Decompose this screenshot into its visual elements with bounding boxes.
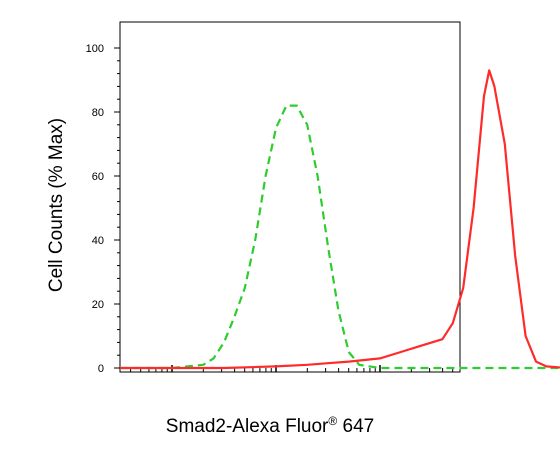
- y-tick-label: 100: [86, 43, 104, 55]
- y-axis-ticks: 0 20 40 60 80 100: [86, 43, 120, 375]
- y-tick-label: 40: [92, 235, 104, 247]
- x-axis-title-registered-mark: ®: [328, 414, 337, 428]
- x-axis-title: Smad2-Alexa Fluor® 647: [166, 414, 374, 437]
- x-axis-title-main: Smad2-Alexa Fluor: [166, 416, 329, 437]
- plot-frame: [119, 21, 461, 373]
- y-tick-label: 20: [92, 299, 104, 311]
- y-axis-title: Cell Counts (% Max): [46, 118, 67, 292]
- x-axis-title-suffix: 647: [337, 416, 374, 437]
- series-layer: [120, 69, 560, 370]
- control-series-line: [120, 104, 560, 370]
- y-tick-label: 60: [92, 171, 104, 183]
- y-tick-label: 80: [92, 107, 104, 119]
- sample-series-line: [120, 69, 560, 370]
- y-tick-label: 0: [98, 363, 104, 375]
